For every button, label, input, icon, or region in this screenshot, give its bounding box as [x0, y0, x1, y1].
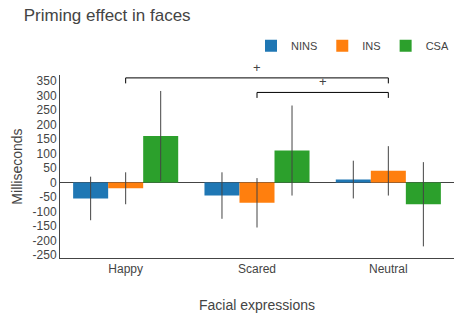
svg-text:0: 0: [50, 176, 57, 190]
svg-text:-150: -150: [33, 219, 57, 233]
svg-text:Neutral: Neutral: [369, 262, 408, 276]
svg-text:+: +: [253, 60, 261, 75]
svg-text:-200: -200: [33, 234, 57, 248]
svg-text:300: 300: [37, 89, 57, 103]
svg-text:INS: INS: [362, 40, 380, 52]
svg-text:100: 100: [37, 147, 57, 161]
svg-text:-250: -250: [33, 248, 57, 262]
svg-text:50: 50: [43, 161, 57, 175]
svg-text:CSA: CSA: [426, 40, 449, 52]
svg-text:250: 250: [37, 103, 57, 117]
svg-text:Facial expressions: Facial expressions: [199, 297, 315, 313]
svg-text:-100: -100: [33, 205, 57, 219]
svg-text:150: 150: [37, 132, 57, 146]
svg-text:Happy: Happy: [108, 262, 143, 276]
svg-text:+: +: [319, 74, 327, 89]
svg-text:Scared: Scared: [238, 262, 276, 276]
svg-text:Priming effect in faces: Priming effect in faces: [24, 6, 191, 25]
svg-text:-50: -50: [39, 190, 57, 204]
svg-text:Milliseconds: Milliseconds: [9, 128, 25, 204]
svg-text:350: 350: [37, 74, 57, 88]
svg-text:NINS: NINS: [291, 40, 317, 52]
svg-text:200: 200: [37, 118, 57, 132]
